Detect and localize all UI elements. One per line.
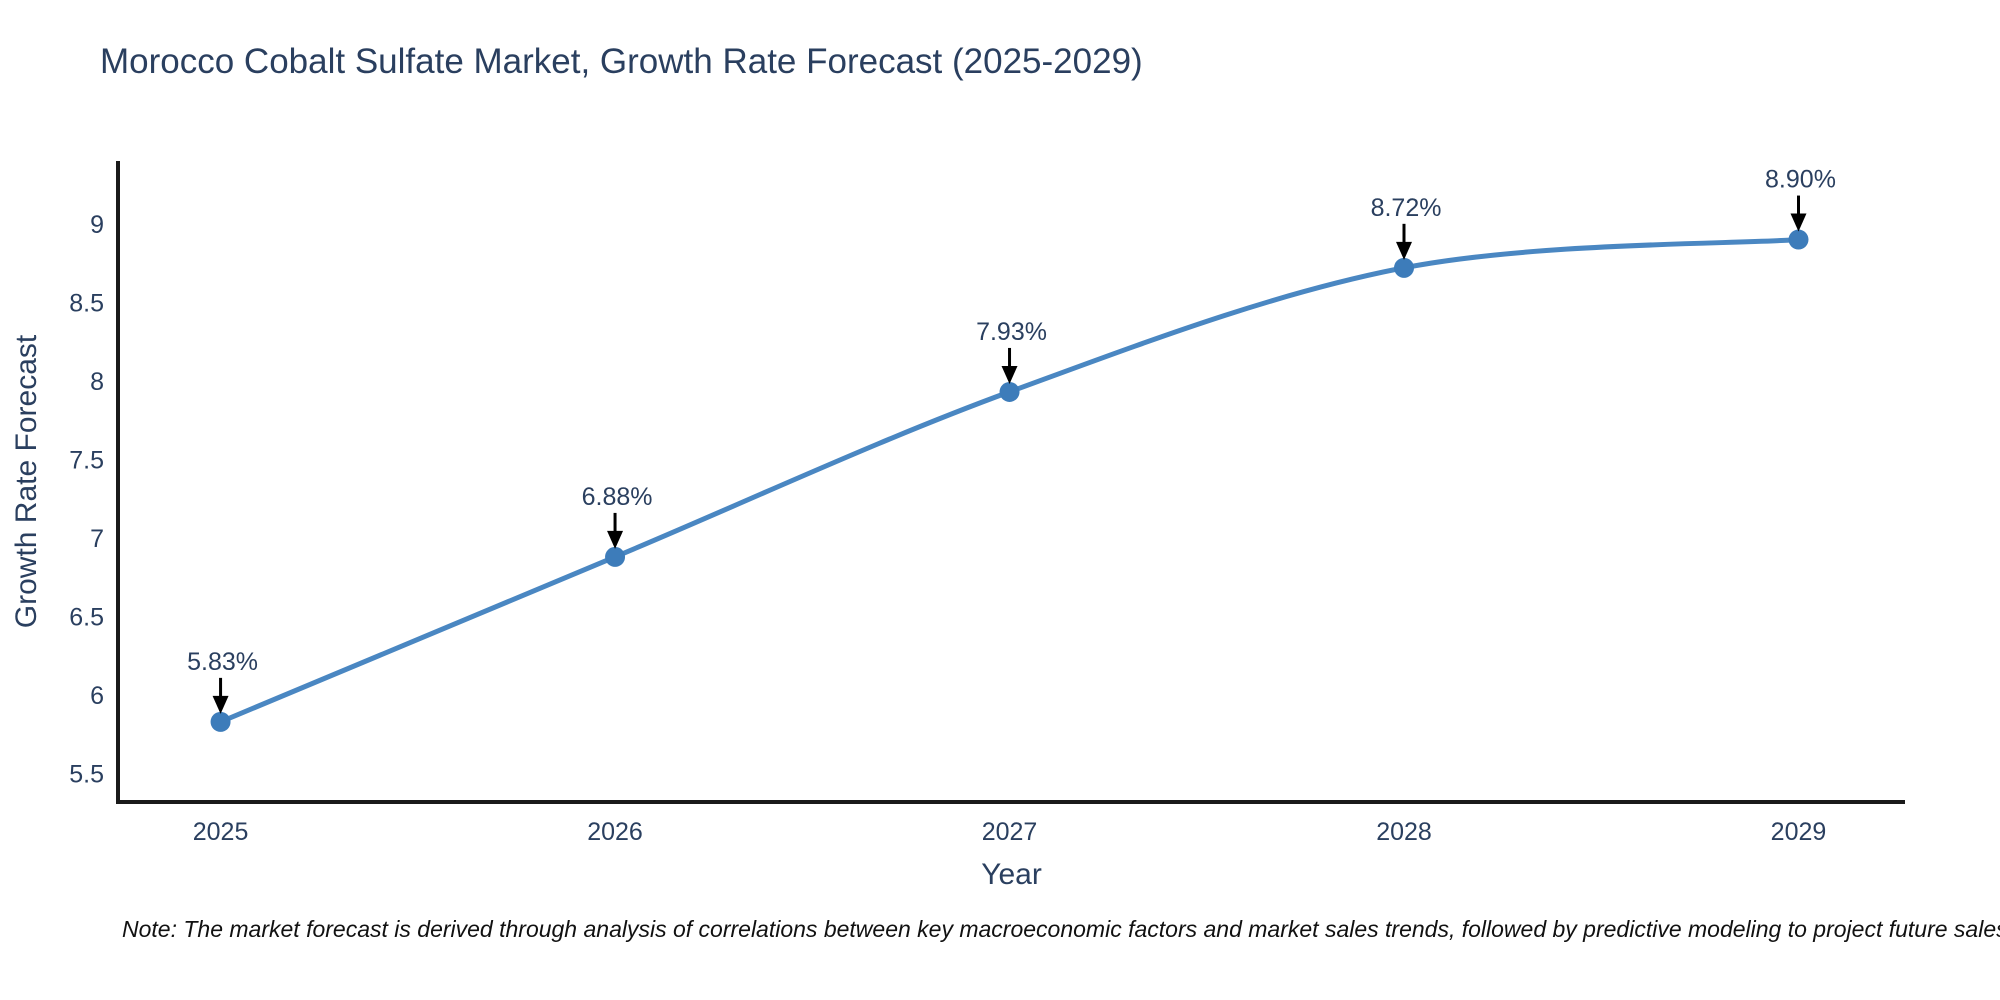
y-tick-label: 7.5: [69, 447, 104, 475]
x-tick-label: 2026: [587, 818, 643, 846]
annotation-label: 8.72%: [1371, 194, 1442, 222]
data-point-marker: [999, 381, 1020, 402]
annotation-arrowhead: [1001, 365, 1018, 384]
x-axis-title: Year: [981, 858, 1042, 891]
y-tick-label: 5.5: [69, 761, 104, 789]
x-tick-label: 2025: [193, 818, 249, 846]
y-tick-label: 9: [90, 211, 104, 239]
x-tick-label: 2027: [982, 818, 1038, 846]
x-tick-label: 2028: [1376, 818, 1432, 846]
data-point-marker: [1394, 257, 1415, 278]
y-tick-label: 8.5: [69, 289, 104, 317]
y-tick-label: 6.5: [69, 604, 104, 632]
annotation-label: 5.83%: [187, 648, 258, 676]
annotation-arrowhead: [1396, 241, 1413, 260]
data-point-marker: [210, 711, 231, 732]
annotation-label: 8.90%: [1765, 166, 1836, 194]
chart-title: Morocco Cobalt Sulfate Market, Growth Ra…: [100, 42, 1143, 81]
annotation-arrowhead: [607, 530, 624, 549]
forecast-series-line: [218, 237, 1801, 725]
annotation-arrowhead: [1790, 213, 1807, 232]
data-point-marker: [605, 546, 626, 567]
annotation-arrowhead: [212, 695, 229, 714]
annotation-label: 6.88%: [582, 483, 653, 511]
data-point-marker: [1788, 229, 1809, 250]
annotation-label: 7.93%: [976, 318, 1047, 346]
x-tick-label: 2029: [1771, 818, 1827, 846]
y-tick-label: 7: [90, 525, 104, 553]
y-axis-title: Growth Rate Forecast: [10, 334, 43, 628]
footnote-text: Note: The market forecast is derived thr…: [122, 916, 2000, 942]
y-tick-label: 8: [90, 368, 104, 396]
y-tick-label: 6: [90, 682, 104, 710]
